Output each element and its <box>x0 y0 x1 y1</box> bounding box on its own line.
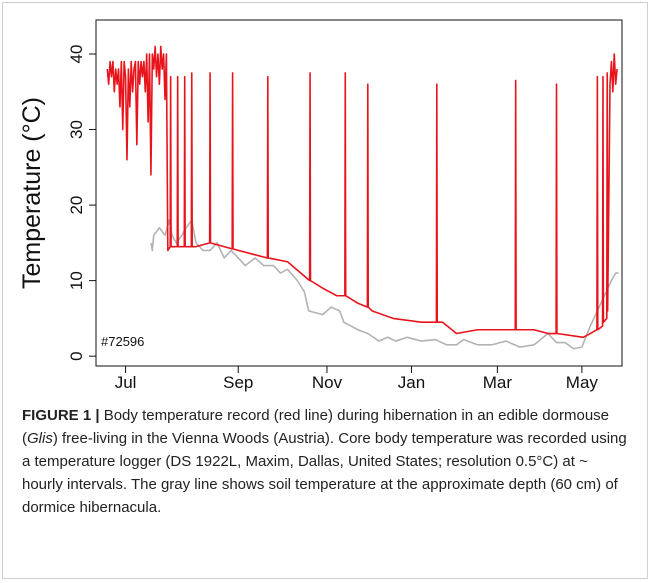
y-tick-label: 0 <box>67 351 86 360</box>
y-tick-label: 20 <box>67 196 86 215</box>
x-tick-label: May <box>566 373 599 392</box>
data-line <box>150 219 619 350</box>
caption: FIGURE 1 | Body temperature record (red … <box>22 404 632 519</box>
x-tick-label: Jul <box>115 373 137 392</box>
y-tick-label: 40 <box>67 45 86 64</box>
y-axis-label: Temperature (°C) <box>18 97 46 289</box>
chart: Temperature (°C) #72596 0 10 20 30 40 Jul Sep N… <box>18 19 623 392</box>
y-tick-label: 10 <box>67 271 86 290</box>
x-tick-label: Jan <box>398 373 425 392</box>
x-tick-label: Sep <box>223 373 253 392</box>
data-line <box>106 45 618 339</box>
plot-frame <box>95 19 623 367</box>
x-tick-label: Nov <box>312 373 343 392</box>
y-tick-label: 30 <box>67 120 86 139</box>
annotation: #72596 <box>101 334 144 349</box>
caption-species: Glis <box>27 430 53 447</box>
caption-label: FIGURE 1 | <box>22 407 100 424</box>
x-tick-label: Mar <box>483 373 513 392</box>
caption-text: ) free-living in the Vienna Woods (Austr… <box>22 430 627 516</box>
caption-text: Body temperature record (red line) durin… <box>22 407 610 447</box>
